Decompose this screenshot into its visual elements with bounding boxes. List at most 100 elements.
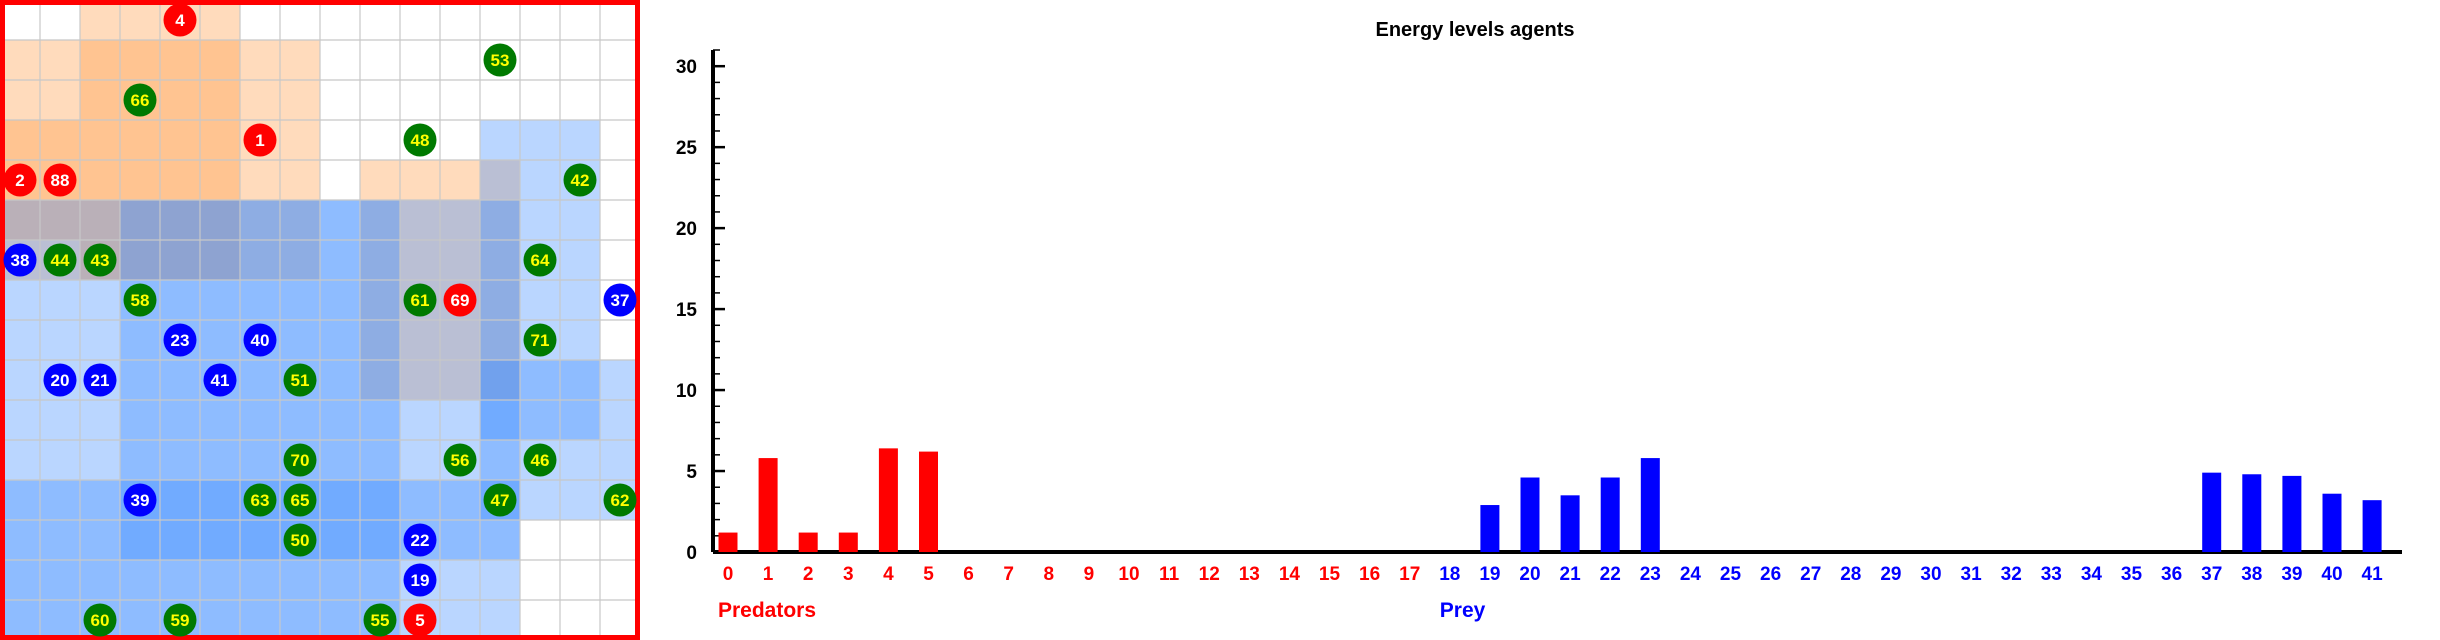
- x-tick-label: 24: [1680, 564, 1702, 585]
- agent-id-label: 46: [531, 451, 550, 470]
- agent-id-label: 51: [291, 371, 310, 390]
- agent-id-label: 37: [611, 291, 630, 310]
- prey-agent: 20: [43, 363, 77, 397]
- x-tick-label: 4: [883, 564, 894, 585]
- x-tick-label: 9: [1084, 564, 1095, 585]
- y-tick-label: 20: [676, 219, 697, 240]
- food-agent: 65: [283, 483, 317, 517]
- x-tick-label: 25: [1720, 564, 1742, 585]
- y-tick-label: 5: [686, 462, 697, 483]
- food-agent: 64: [523, 243, 557, 277]
- x-tick-label: 35: [2121, 564, 2143, 585]
- x-tick-label: 0: [723, 564, 734, 585]
- food-agent: 61: [403, 283, 437, 317]
- energy-bar: [2362, 500, 2382, 552]
- prey-agent-marker: [403, 563, 437, 597]
- x-tick-label: 39: [2281, 564, 2302, 585]
- prey-agent-marker: [243, 323, 277, 357]
- x-tick-label: 36: [2161, 564, 2182, 585]
- food-agent-marker: [603, 483, 637, 517]
- agent-id-label: 20: [51, 371, 70, 390]
- energy-bar: [798, 532, 818, 552]
- predator-agent-marker: [43, 163, 77, 197]
- predator-agent-marker: [443, 283, 477, 317]
- food-agent-marker: [403, 283, 437, 317]
- prey-agent: 39: [123, 483, 157, 517]
- food-agent: 70: [283, 443, 317, 477]
- predator-agent-marker: [403, 603, 437, 637]
- food-agent: 58: [123, 283, 157, 317]
- x-tick-label: 17: [1399, 564, 1420, 585]
- agent-id-label: 4: [175, 11, 185, 30]
- food-agent-marker: [523, 243, 557, 277]
- agent-id-label: 56: [451, 451, 470, 470]
- food-agent-marker: [283, 483, 317, 517]
- prey-agent: 19: [403, 563, 437, 597]
- agent-id-label: 48: [411, 131, 430, 150]
- x-tick-label: 23: [1640, 564, 1661, 585]
- food-agent-marker: [83, 243, 117, 277]
- agent-id-label: 62: [611, 491, 630, 510]
- food-agent: 47: [483, 483, 517, 517]
- prey-agent-marker: [43, 363, 77, 397]
- food-agent: 42: [563, 163, 597, 197]
- agent-id-label: 42: [571, 171, 590, 190]
- food-agent: 66: [123, 83, 157, 117]
- predator-agent-marker: [243, 123, 277, 157]
- x-tick-label: 29: [1880, 564, 1901, 585]
- agent-id-label: 88: [51, 171, 70, 190]
- x-tick-label: 21: [1560, 564, 1582, 585]
- x-tick-label: 27: [1800, 564, 1821, 585]
- x-tick-label: 8: [1044, 564, 1055, 585]
- food-agent: 55: [363, 603, 397, 637]
- energy-bar: [838, 532, 858, 552]
- agent-id-label: 39: [131, 491, 150, 510]
- agent-id-label: 53: [491, 51, 510, 70]
- energy-bar: [2202, 472, 2222, 552]
- agent-id-label: 70: [291, 451, 310, 470]
- x-tick-label: 1: [763, 564, 774, 585]
- x-tick-label: 15: [1319, 564, 1341, 585]
- prey-agent: 21: [83, 363, 117, 397]
- food-agent-marker: [283, 523, 317, 557]
- predator-agent: 4: [163, 3, 197, 37]
- x-tick-label: 16: [1359, 564, 1380, 585]
- x-tick-label: 28: [1840, 564, 1861, 585]
- agent-id-label: 69: [451, 291, 470, 310]
- x-tick-label: 5: [923, 564, 934, 585]
- agent-id-label: 40: [251, 331, 270, 350]
- x-tick-label: 41: [2362, 564, 2384, 585]
- energy-bar: [2242, 474, 2262, 552]
- food-agent-marker: [483, 43, 517, 77]
- y-tick-label: 25: [676, 138, 698, 159]
- food-agent: 51: [283, 363, 317, 397]
- food-agent-marker: [283, 363, 317, 397]
- agent-id-label: 19: [411, 571, 430, 590]
- x-tick-label: 14: [1279, 564, 1301, 585]
- energy-bar: [878, 448, 898, 552]
- energy-bar: [1520, 477, 1540, 552]
- food-agent-marker: [483, 483, 517, 517]
- food-agent: 48: [403, 123, 437, 157]
- food-agent-marker: [443, 443, 477, 477]
- x-tick-label: 40: [2321, 564, 2342, 585]
- x-tick-label: 32: [2001, 564, 2022, 585]
- agent-id-label: 58: [131, 291, 150, 310]
- prey-agent-marker: [603, 283, 637, 317]
- prey-agent: 38: [3, 243, 37, 277]
- energy-bar: [1480, 505, 1500, 552]
- agent-id-label: 71: [531, 331, 550, 350]
- food-agent: 63: [243, 483, 277, 517]
- energy-bar: [718, 532, 738, 552]
- energy-bar: [919, 451, 938, 552]
- energy-bar: [2282, 475, 2302, 552]
- x-tick-label: 26: [1760, 564, 1781, 585]
- energy-bar: [1600, 477, 1620, 552]
- agent-id-label: 38: [11, 251, 30, 270]
- food-agent: 53: [483, 43, 517, 77]
- x-tick-label: 30: [1920, 564, 1941, 585]
- grid-canvas: 4 53 66 1 48 2 88 42 38 44 43 64 58 61 69 37 23 40 71 20 21 4…: [0, 0, 640, 640]
- x-tick-label: 11: [1159, 564, 1180, 585]
- agent-id-label: 65: [291, 491, 310, 510]
